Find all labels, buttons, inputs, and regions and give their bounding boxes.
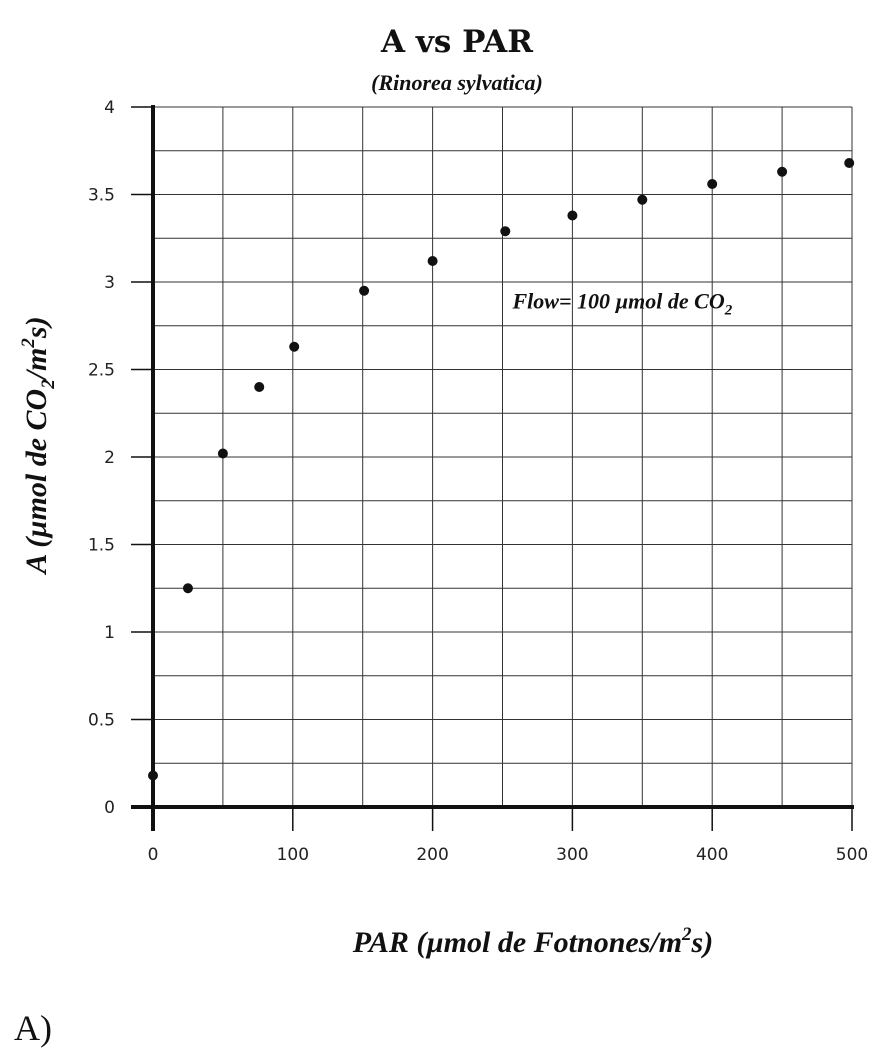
data-point bbox=[359, 285, 370, 296]
y-axis-label-superscript: 2 bbox=[18, 338, 39, 349]
data-point bbox=[637, 194, 648, 205]
y-tick-label: 1.5 bbox=[88, 536, 115, 556]
data-point bbox=[500, 226, 511, 237]
chart-subtitle: (Rinorea sylvatica) bbox=[371, 70, 543, 95]
x-axis-label: PAR (µmol de Fotnones/m2s) bbox=[352, 924, 713, 959]
grid bbox=[153, 106, 853, 807]
chart-title: A vs PAR bbox=[380, 24, 533, 60]
data-point bbox=[254, 382, 265, 392]
x-tick-label: 200 bbox=[416, 845, 448, 865]
y-tick-label: 0.5 bbox=[88, 711, 115, 731]
x-tick-label: 0 bbox=[148, 845, 159, 865]
y-tick-label: 0 bbox=[104, 798, 115, 818]
data-point bbox=[777, 166, 788, 177]
data-point bbox=[427, 256, 438, 266]
panel-label: A) bbox=[14, 1008, 52, 1048]
tick-labels: 0 0.5 1 1.5 2 2.5 3 3.5 4 0 100 200 300 400 500 bbox=[88, 98, 868, 865]
y-axis-label-text: A (µmol de CO bbox=[20, 389, 53, 576]
x-tick-label: 400 bbox=[696, 845, 728, 865]
data-point bbox=[217, 448, 228, 459]
axes bbox=[131, 105, 854, 831]
x-axis-label-suffix: s) bbox=[691, 926, 714, 959]
y-tick-label: 2 bbox=[104, 448, 115, 468]
y-axis-label-mid: /m bbox=[20, 348, 53, 382]
data-point bbox=[148, 770, 158, 781]
data-point bbox=[844, 158, 855, 168]
y-tick-label: 3.5 bbox=[88, 186, 115, 206]
y-axis-label: A (µmol de CO2/m2s) bbox=[18, 316, 59, 575]
x-tick-label: 100 bbox=[277, 845, 309, 865]
annotation: Flow= 100 µmol de CO2 bbox=[512, 288, 733, 318]
y-tick-label: 2.5 bbox=[88, 361, 115, 381]
annotation-text: Flow= 100 µmol de CO bbox=[512, 288, 725, 313]
data-point bbox=[707, 179, 718, 189]
x-axis-label-text: PAR (µmol de Fotnones/m bbox=[352, 926, 682, 959]
data-point bbox=[289, 341, 300, 352]
x-tick-label: 300 bbox=[556, 845, 588, 865]
y-tick-label: 1 bbox=[104, 623, 115, 643]
y-tick-label: 4 bbox=[104, 98, 115, 118]
y-axis-label-subscript: 2 bbox=[38, 379, 59, 390]
data-points bbox=[148, 158, 855, 781]
annotation-subscript: 2 bbox=[724, 302, 733, 318]
x-tick-label: 500 bbox=[836, 845, 868, 865]
y-tick-label: 3 bbox=[104, 273, 115, 293]
data-point bbox=[182, 583, 193, 594]
data-point bbox=[567, 210, 578, 221]
x-axis-label-superscript: 2 bbox=[681, 924, 692, 945]
y-axis-label-suffix: s) bbox=[20, 316, 53, 339]
